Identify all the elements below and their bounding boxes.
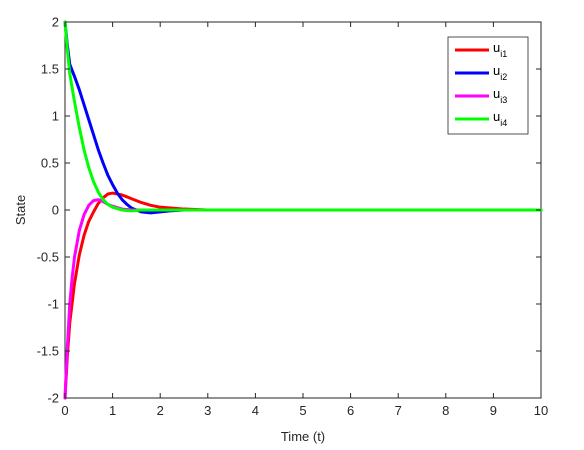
- legend-label-i1: ui1: [493, 40, 507, 59]
- legend-label-i2: ui2: [493, 63, 507, 82]
- legend-label-i4: ui4: [493, 109, 507, 128]
- x-tick-label: 1: [109, 403, 116, 418]
- y-tick-label: -1.5: [37, 344, 59, 359]
- y-tick-label: 0.5: [41, 156, 59, 171]
- series-layer: [63, 20, 543, 400]
- x-tick-label: 3: [204, 403, 211, 418]
- y-axis-ticks: 2 1.5 1 0.5 0 -0.5 -1 -1.5 -2: [37, 15, 541, 406]
- y-tick-label: 0: [52, 203, 59, 218]
- y-tick-label: 2: [52, 15, 59, 30]
- x-tick-label: 4: [252, 403, 259, 418]
- y-axis-label: State: [13, 195, 28, 225]
- series-line-i4: [63, 20, 543, 213]
- x-tick-label: 6: [347, 403, 354, 418]
- x-tick-label: 10: [534, 403, 548, 418]
- x-tick-label: 7: [395, 403, 402, 418]
- legend-label-i3: ui3: [493, 86, 507, 105]
- x-tick-label: 2: [157, 403, 164, 418]
- x-tick-label: 0: [61, 403, 68, 418]
- y-tick-label: 1: [52, 109, 59, 124]
- x-axis-ticks: 0 1 2 3 4 5 6 7 8 9 10: [61, 22, 548, 418]
- y-tick-label: -0.5: [37, 250, 59, 265]
- x-tick-label: 9: [490, 403, 497, 418]
- x-tick-label: 8: [442, 403, 449, 418]
- x-tick-label: 5: [299, 403, 306, 418]
- x-axis-label: Time (t): [281, 429, 325, 444]
- y-tick-label: -1: [47, 297, 59, 312]
- legend: ui1 ui2 ui3 ui4: [447, 36, 529, 135]
- y-tick-label: -2: [47, 391, 59, 406]
- y-tick-label: 1.5: [41, 62, 59, 77]
